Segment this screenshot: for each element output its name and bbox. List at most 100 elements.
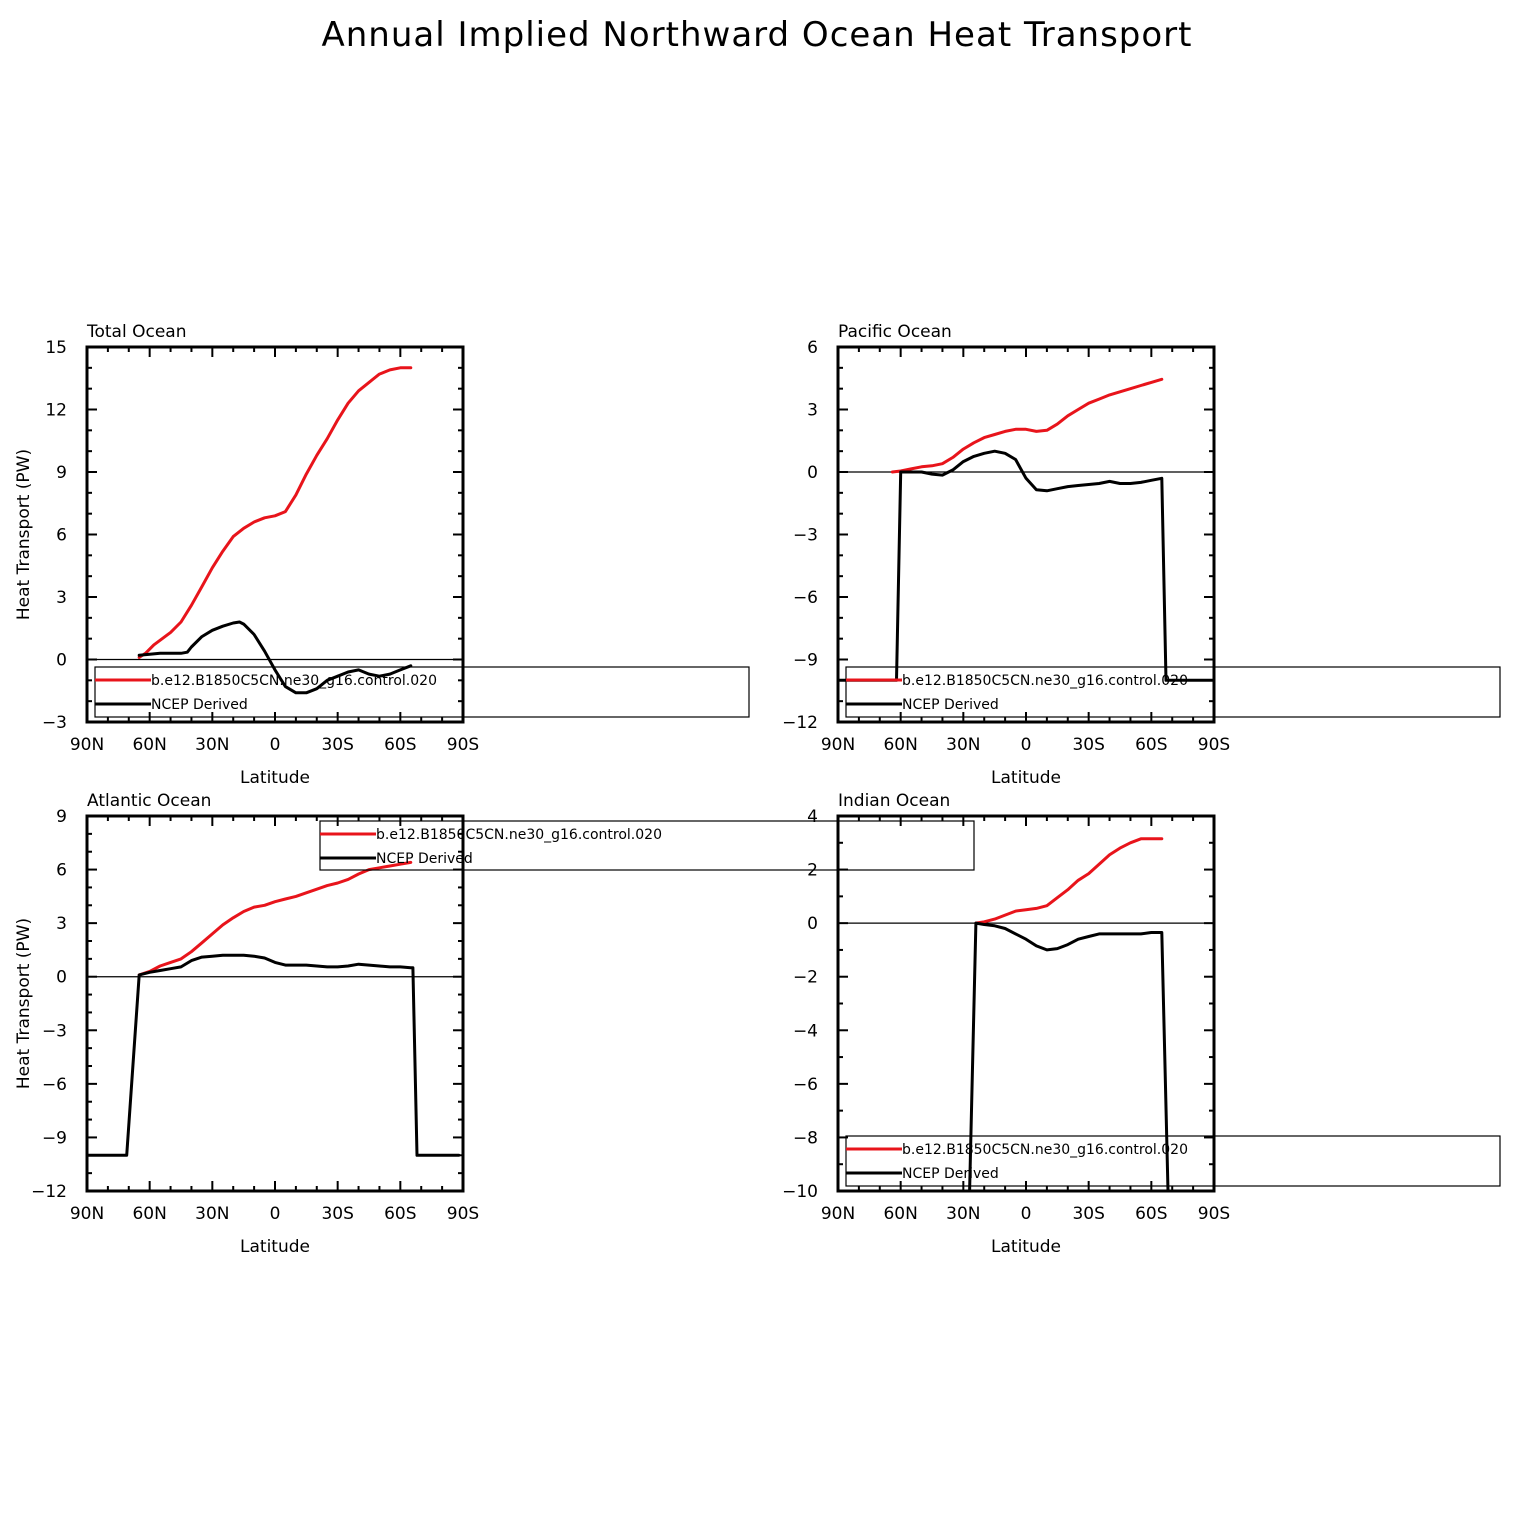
y-tick-label: 3 <box>56 588 67 608</box>
x-tick-label: 30S <box>1072 1204 1104 1224</box>
panels: 90N 60N 30N 0 30S 60S 90S −3 0 3 6 9 12 15 Total Ocean… <box>14 322 1501 1257</box>
legend-entry-model-label: b.e12.B1850C5CN.ne30_g16.control.020 <box>902 673 1188 689</box>
x-axis-label: Latitude <box>991 768 1061 788</box>
series-line-ncep <box>838 449 1214 682</box>
series-line-model <box>137 366 413 659</box>
x-tick-label: 90N <box>70 1204 104 1224</box>
panel-pacific-ocean: 90N 60N 30N 0 30S 60S 90S −12 −9 −6 −3 0 3 6 Pacific O… <box>782 322 1501 788</box>
x-tick-label: 30N <box>946 1204 980 1224</box>
y-tick-label: 15 <box>45 338 67 358</box>
x-tick-label: 90S <box>447 1204 479 1224</box>
x-tick-label: 0 <box>270 735 281 755</box>
legend: b.e12.B1850C5CN.ne30_g16.control.020 NCEP… <box>845 1135 1501 1187</box>
y-tick-label: −3 <box>42 1021 67 1041</box>
panel-title: Indian Ocean <box>838 791 950 811</box>
legend-box <box>319 820 975 871</box>
y-tick-label: 3 <box>56 914 67 934</box>
panel-title: Pacific Ocean <box>838 322 952 342</box>
series-group <box>87 860 461 1157</box>
x-axis-label: Latitude <box>991 1237 1061 1257</box>
y-tick-label: −3 <box>42 713 67 733</box>
x-tick-label: 90N <box>821 735 855 755</box>
panel-total-ocean: 90N 60N 30N 0 30S 60S 90S −3 0 3 6 9 12 15 Total Ocean… <box>14 322 750 788</box>
y-tick-label: 0 <box>807 463 818 483</box>
x-tick-label: 60N <box>883 1204 917 1224</box>
x-tick-label: 90N <box>70 735 104 755</box>
legend-entry-model-label: b.e12.B1850C5CN.ne30_g16.control.020 <box>902 1142 1188 1158</box>
y-axis-label: Heat Transport (PW) <box>14 918 34 1089</box>
y-tick-label: −9 <box>793 651 818 671</box>
series-line-ncep <box>137 620 413 695</box>
legend-entry-model-label: b.e12.B1850C5CN.ne30_g16.control.020 <box>376 827 662 843</box>
y-tick-label: 0 <box>56 651 67 671</box>
y-tick-label: −6 <box>42 1075 67 1095</box>
panel-title: Atlantic Ocean <box>87 791 211 811</box>
x-tick-label: 60S <box>384 1204 416 1224</box>
series-line-ncep <box>87 953 461 1157</box>
y-axis-label: Heat Transport (PW) <box>14 449 34 620</box>
y-tick-label: −12 <box>782 713 818 733</box>
x-tick-label: 60S <box>1135 1204 1167 1224</box>
y-tick-label: 2 <box>807 861 818 881</box>
x-tick-label: 30S <box>1072 735 1104 755</box>
legend-box <box>94 666 750 718</box>
legend-box <box>845 1135 1501 1187</box>
legend-entry-ncep-label: NCEP Derived <box>902 697 999 713</box>
x-tick-label: 60S <box>384 735 416 755</box>
y-tick-label: −2 <box>793 968 818 988</box>
x-tick-label: 90S <box>1198 1204 1230 1224</box>
y-tick-label: −9 <box>42 1128 67 1148</box>
y-tick-label: −4 <box>793 1021 818 1041</box>
legend-entry-ncep-label: NCEP Derived <box>151 697 248 713</box>
y-tick-label: −8 <box>793 1128 818 1148</box>
series-line-ncep <box>968 921 1170 1191</box>
main-title: Annual Implied Northward Ocean Heat Tran… <box>322 15 1193 55</box>
y-tick-label: −3 <box>793 526 818 546</box>
y-tick-label: 0 <box>56 968 67 988</box>
x-tick-label: 0 <box>1021 735 1032 755</box>
x-tick-label: 0 <box>1021 1204 1032 1224</box>
panel-atlantic-ocean: 90N 60N 30N 0 30S 60S 90S −12 −9 −6 −3 0 3 6 9 Atlantic… <box>14 791 975 1257</box>
legend-box <box>845 666 1501 718</box>
y-tick-label: 9 <box>56 807 67 827</box>
x-tick-label: 30S <box>321 735 353 755</box>
panel-title: Total Ocean <box>86 322 187 342</box>
y-tick-label: −10 <box>782 1182 818 1202</box>
y-tick-label: −6 <box>793 588 818 608</box>
x-tick-label: 60S <box>1135 735 1167 755</box>
y-tick-label: 6 <box>807 338 818 358</box>
series-group <box>838 377 1214 682</box>
legend-entry-ncep-label: NCEP Derived <box>902 1166 999 1182</box>
series-line-model <box>890 377 1164 474</box>
x-tick-label: 30N <box>946 735 980 755</box>
legend: b.e12.B1850C5CN.ne30_g16.control.020 NCEP… <box>845 666 1501 718</box>
x-axis-label: Latitude <box>240 768 310 788</box>
y-tick-label: 3 <box>807 401 818 421</box>
x-tick-label: 90N <box>821 1204 855 1224</box>
series-line-model <box>974 837 1164 925</box>
series-group <box>137 366 413 695</box>
y-tick-label: 6 <box>56 526 67 546</box>
y-tick-label: 6 <box>56 861 67 881</box>
series-group <box>968 837 1170 1191</box>
x-tick-label: 30N <box>195 735 229 755</box>
x-tick-label: 90S <box>1198 735 1230 755</box>
x-tick-label: 30N <box>195 1204 229 1224</box>
y-tick-label: 9 <box>56 463 67 483</box>
y-tick-label: 12 <box>45 401 67 421</box>
legend-entry-model-label: b.e12.B1850C5CN.ne30_g16.control.020 <box>151 673 437 689</box>
x-tick-label: 60N <box>132 1204 166 1224</box>
x-tick-label: 60N <box>883 735 917 755</box>
legend-entry-ncep-label: NCEP Derived <box>376 851 473 867</box>
legend: b.e12.B1850C5CN.ne30_g16.control.020 NCEP… <box>319 820 975 871</box>
x-tick-label: 90S <box>447 735 479 755</box>
x-tick-label: 60N <box>132 735 166 755</box>
y-tick-label: −6 <box>793 1075 818 1095</box>
series-line-model <box>137 860 413 977</box>
legend: b.e12.B1850C5CN.ne30_g16.control.020 NCEP… <box>94 666 750 718</box>
y-tick-label: 0 <box>807 914 818 934</box>
x-tick-label: 30S <box>321 1204 353 1224</box>
panel-indian-ocean: 90N 60N 30N 0 30S 60S 90S −10 −8 −6 −4 −2 0 2 4 Indian … <box>782 791 1501 1257</box>
